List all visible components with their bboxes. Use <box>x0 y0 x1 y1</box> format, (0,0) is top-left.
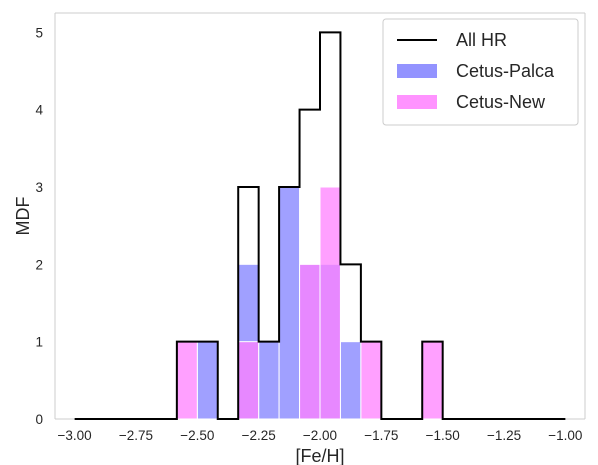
y-tick-label: 4 <box>35 103 43 118</box>
legend: All HR Cetus-Palca Cetus-New <box>382 18 579 126</box>
y-tick-label: 2 <box>35 257 43 272</box>
x-tick-label: −1.25 <box>487 428 521 443</box>
y-tick-label: 0 <box>35 412 43 427</box>
legend-label-cetus-new: Cetus-New <box>456 92 546 112</box>
cetus-new-bar <box>360 341 382 420</box>
legend-swatch-cetus-palca <box>397 64 437 78</box>
legend-label-all-hr: All HR <box>456 30 507 50</box>
all-hr-step-line <box>74 31 566 420</box>
x-tick-label: −2.00 <box>303 428 337 443</box>
y-tick-label: 3 <box>35 180 43 195</box>
y-tick-labels: 0 1 2 3 4 5 <box>35 25 43 427</box>
x-tick-label: −2.75 <box>119 428 153 443</box>
cetus-new-bars <box>176 186 444 420</box>
cetus-palca-bar <box>278 186 301 420</box>
x-tick-label: −2.50 <box>180 428 214 443</box>
cetus-palca-bar <box>339 341 362 420</box>
legend-swatch-cetus-new <box>397 95 437 109</box>
y-axis-label: MDF <box>13 197 33 236</box>
x-tick-label: −2.25 <box>242 428 276 443</box>
x-tick-labels: −3.00 −2.75 −2.50 −2.25 −2.00 −1.75 −1.50 −1.25… <box>58 428 583 443</box>
x-tick-label: −1.50 <box>426 428 460 443</box>
x-axis-label: [Fe/H] <box>295 446 344 465</box>
cetus-new-bar <box>421 341 444 420</box>
cetus-new-bar <box>176 341 198 420</box>
cetus-new-bar <box>237 341 260 420</box>
cetus-new-bar <box>319 186 341 420</box>
x-tick-label: −1.00 <box>548 428 582 443</box>
cetus-palca-bar <box>196 341 219 420</box>
y-tick-label: 5 <box>35 25 43 40</box>
x-tick-label: −3.00 <box>58 428 92 443</box>
cetus-palca-bar <box>258 341 280 420</box>
legend-label-cetus-palca: Cetus-Palca <box>456 61 555 81</box>
x-tick-label: −1.75 <box>364 428 398 443</box>
y-tick-label: 1 <box>35 335 43 350</box>
plot-area <box>54 12 586 420</box>
cetus-new-bar <box>299 263 321 420</box>
